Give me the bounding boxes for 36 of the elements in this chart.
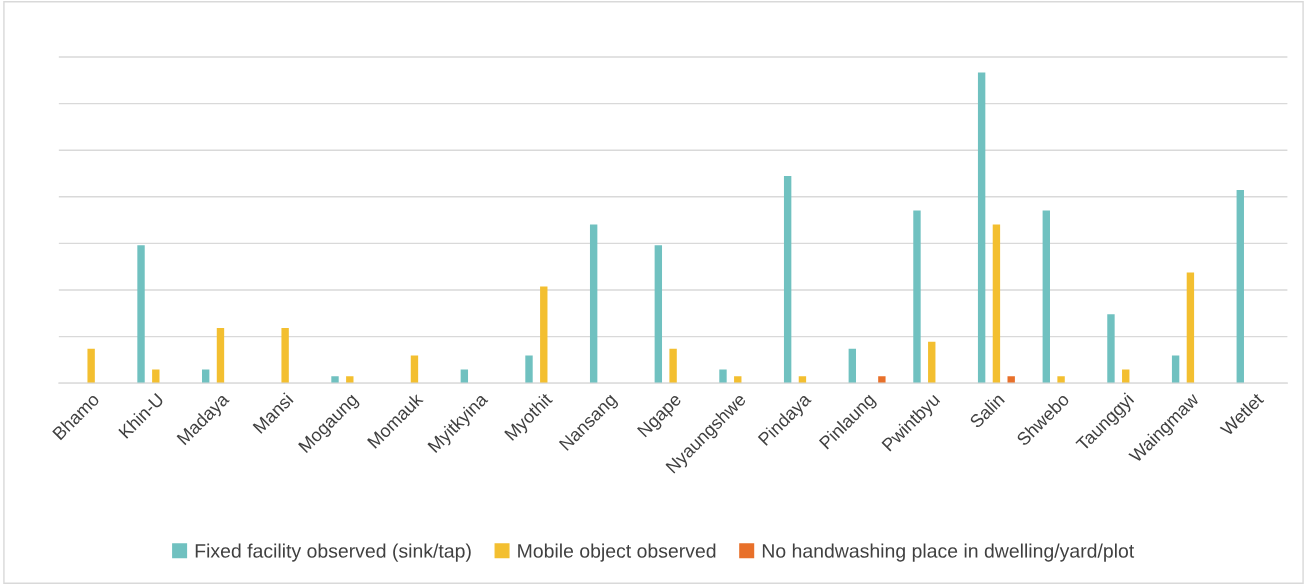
- bar: [669, 348, 677, 384]
- bar: [525, 355, 533, 384]
- bar: [992, 224, 1001, 384]
- bar: [783, 175, 792, 384]
- bar: [928, 341, 936, 384]
- bar: [331, 376, 339, 384]
- legend-label: No handwashing place in dwelling/yard/plot: [762, 543, 1135, 562]
- bar: [281, 327, 289, 384]
- bar: [977, 72, 986, 384]
- bar: [1107, 314, 1115, 384]
- bar: [734, 376, 742, 384]
- bar: [848, 348, 857, 384]
- bar: [1042, 210, 1050, 384]
- bar: [460, 369, 469, 384]
- bar: [1122, 369, 1130, 384]
- bar: [589, 224, 598, 384]
- bar: [913, 210, 921, 384]
- bar: [878, 376, 886, 384]
- bar: [798, 376, 807, 384]
- bar: [1007, 376, 1015, 384]
- bar: [1236, 189, 1244, 384]
- bar: [152, 369, 160, 384]
- bar: [654, 245, 663, 384]
- bar: [1171, 355, 1180, 384]
- bar: [202, 369, 210, 384]
- legend-label: Fixed facility observed (sink/tap): [195, 543, 471, 562]
- bar: [1057, 376, 1065, 384]
- legend-label: Mobile object observed: [518, 543, 716, 562]
- bar: [216, 327, 225, 384]
- bar: [346, 376, 354, 384]
- bar: [137, 245, 145, 384]
- bar: [410, 355, 419, 384]
- bar: [87, 348, 95, 384]
- bar: [1186, 272, 1195, 384]
- bar: [540, 286, 548, 384]
- bar: [719, 369, 727, 384]
